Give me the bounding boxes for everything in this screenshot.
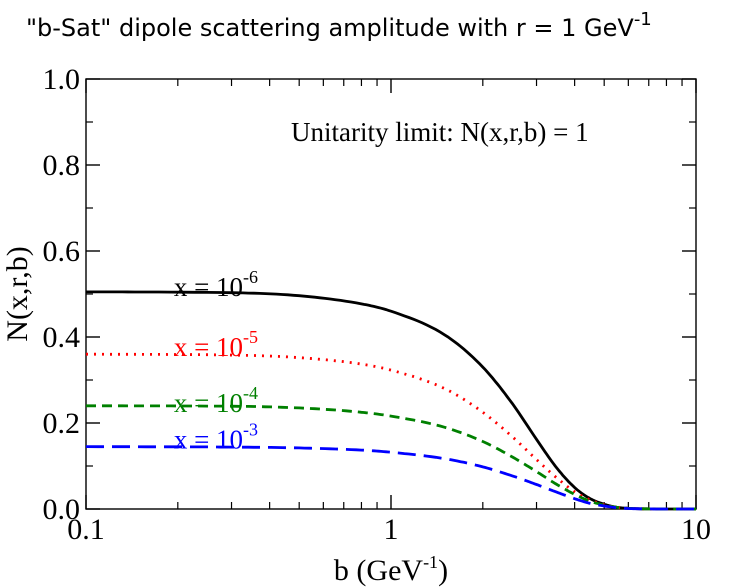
series-label-main: x = 10 <box>174 425 243 455</box>
x-tick-label: 10 <box>681 513 711 546</box>
y-axis-label: N(x,r,b) <box>1 246 34 341</box>
series-lines: x = 10-6x = 10-5x = 10-4x = 10-3 <box>85 267 696 511</box>
series-label-sup: -4 <box>243 383 258 403</box>
x-axis-label: b (GeV-1) <box>334 552 448 587</box>
x-tick-label: 0.1 <box>67 513 105 546</box>
series-label-main: x = 10 <box>174 388 243 418</box>
chart-title: "b-Sat" dipole scattering amplitude with… <box>26 9 652 42</box>
y-tick-label: 0.8 <box>43 149 81 182</box>
series-label-sup: -3 <box>243 420 258 440</box>
y-tick-label: 1.0 <box>43 63 81 96</box>
series-label-main: x = 10 <box>174 272 243 302</box>
x-axis-label-main: b (GeV <box>334 554 423 587</box>
series-label-1: x = 10-6 <box>174 267 258 302</box>
series-label-2: x = 10-5 <box>174 327 258 362</box>
y-tick-label: 0.0 <box>43 493 81 526</box>
y-tick-label: 0.4 <box>43 321 81 354</box>
series-line-4 <box>85 445 696 511</box>
series-label-main: x = 10 <box>174 332 243 362</box>
axis-ticks: 0.0 0.2 0.4 0.6 0.8 1.0 0.1 1 10 <box>43 63 712 546</box>
x-axis-label-sup: -1 <box>423 552 438 572</box>
series-label-3: x = 10-4 <box>174 383 258 418</box>
x-tick-label: 1 <box>384 513 399 546</box>
chart-title-sup: -1 <box>634 9 652 30</box>
unitarity-annotation: Unitarity limit: N(x,r,b) = 1 <box>291 117 589 147</box>
series-label-4: x = 10-3 <box>174 420 258 455</box>
chart-title-main: "b-Sat" dipole scattering amplitude with… <box>26 14 634 42</box>
y-tick-label: 0.6 <box>43 235 81 268</box>
x-axis-label-tail: ) <box>438 554 448 587</box>
series-line-3 <box>86 404 696 511</box>
series-label-sup: -6 <box>243 267 258 287</box>
y-tick-label: 0.2 <box>43 407 81 440</box>
series-label-sup: -5 <box>243 327 258 347</box>
series-line-2 <box>86 352 696 511</box>
